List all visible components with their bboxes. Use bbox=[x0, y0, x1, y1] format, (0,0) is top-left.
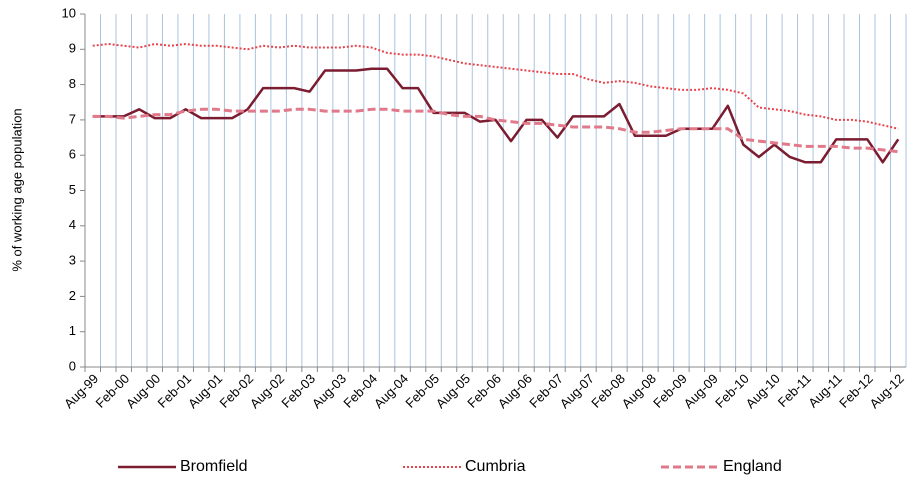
y-tick-label: 3 bbox=[69, 253, 76, 268]
legend-label: Cumbria bbox=[465, 458, 526, 475]
y-tick-label: 1 bbox=[69, 323, 76, 338]
x-tick-label: Aug-11 bbox=[805, 371, 845, 411]
x-tick-label: Aug-99 bbox=[61, 371, 101, 411]
x-tick-label: Aug-12 bbox=[867, 371, 907, 411]
x-tick-label: Aug-10 bbox=[743, 371, 783, 411]
x-tick-label: Aug-08 bbox=[619, 371, 659, 411]
y-tick-label: 6 bbox=[69, 147, 76, 162]
x-tick-label: Aug-06 bbox=[495, 371, 535, 411]
y-tick-label: 2 bbox=[69, 288, 76, 303]
x-tick-label: Aug-09 bbox=[681, 371, 721, 411]
legend-label: England bbox=[723, 458, 782, 475]
y-tick-label: 0 bbox=[69, 358, 76, 373]
y-tick-label: 5 bbox=[69, 182, 76, 197]
x-tick-label: Aug-05 bbox=[433, 371, 473, 411]
y-tick-label: 9 bbox=[69, 41, 76, 56]
legend-label: Bromfield bbox=[180, 458, 248, 475]
x-tick-label: Aug-07 bbox=[557, 371, 597, 411]
y-tick-label: 10 bbox=[62, 5, 76, 20]
series-line bbox=[92, 43, 899, 130]
x-tick-label: Feb-11 bbox=[775, 371, 814, 410]
series-line bbox=[92, 67, 900, 164]
y-tick-label: 7 bbox=[69, 111, 76, 126]
series-line bbox=[92, 107, 899, 154]
y-tick-label: 8 bbox=[69, 76, 76, 91]
x-tick-label: Aug-01 bbox=[185, 371, 225, 411]
x-tick-label: Aug-03 bbox=[309, 371, 349, 411]
y-tick-label: 4 bbox=[69, 217, 76, 232]
x-tick-label: Aug-00 bbox=[123, 371, 163, 411]
x-tick-label: Aug-04 bbox=[371, 371, 411, 411]
x-tick-label: Aug-02 bbox=[247, 371, 287, 411]
y-axis-label: % of working age population bbox=[9, 108, 24, 271]
